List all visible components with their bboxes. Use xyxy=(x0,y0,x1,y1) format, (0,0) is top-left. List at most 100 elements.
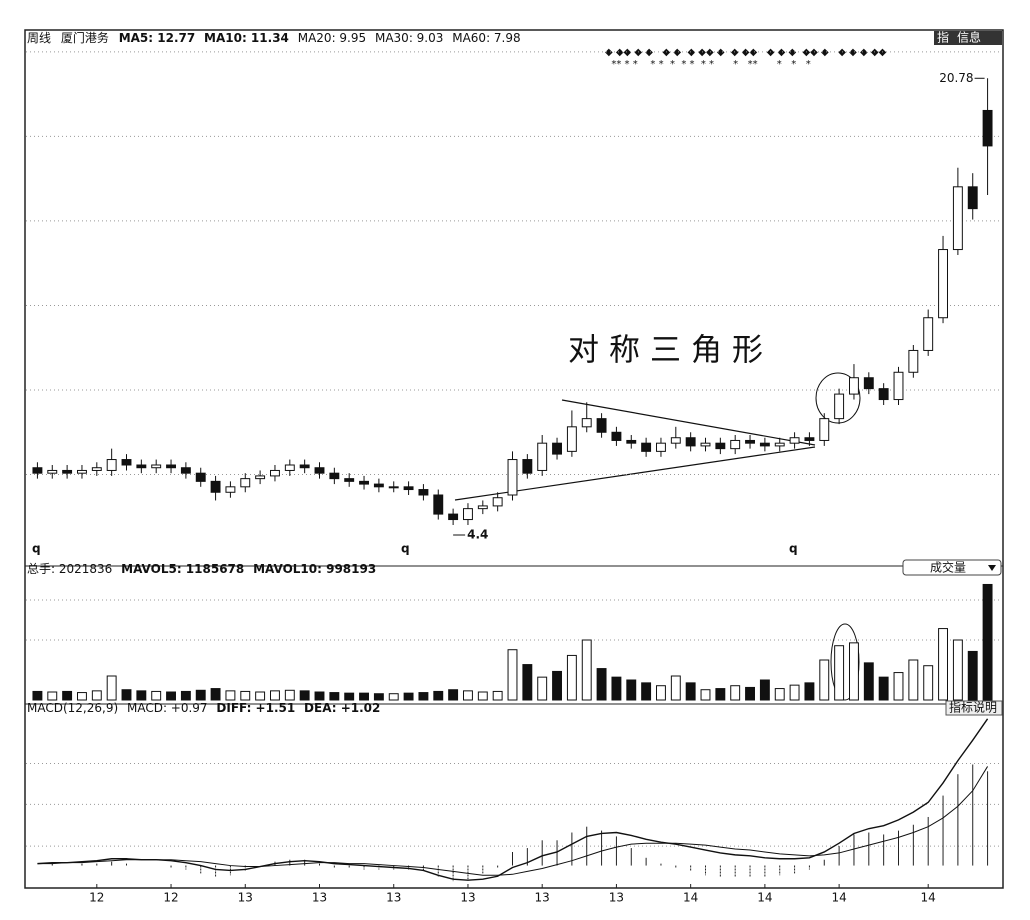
x-tick-label: 14 xyxy=(831,891,846,905)
volume-header: 总手: 2021836 MAVOL5: 1185678 MAVOL10: 998… xyxy=(27,562,376,576)
button[interactable]: 指 xyxy=(937,30,949,45)
candle-body xyxy=(344,478,355,482)
x-tick-label: 13 xyxy=(386,891,401,905)
candle-body xyxy=(581,418,592,428)
volume-bar xyxy=(166,691,176,701)
candle-body xyxy=(359,480,369,485)
high-label: 20.78 xyxy=(939,71,973,85)
volume-bar xyxy=(552,670,562,701)
macd-value: MACD: +0.97 xyxy=(127,701,208,715)
volume-bar xyxy=(952,639,963,701)
header: 周线 厦门港务 MA5: 12.77 MA10: 11.34 MA20: 9.9… xyxy=(27,30,521,45)
candle-body xyxy=(284,464,295,471)
ma: MA5: 12.77 xyxy=(119,31,196,45)
candle-body xyxy=(789,437,800,444)
volume-bar xyxy=(670,675,681,701)
candle-body xyxy=(641,442,652,452)
button[interactable] xyxy=(945,700,1003,716)
x-tick-label: 14 xyxy=(921,891,936,905)
candle-body xyxy=(225,486,236,493)
x-tick-label: 12 xyxy=(163,891,178,905)
macd-diff-line xyxy=(37,718,989,881)
volume-bar xyxy=(893,672,904,701)
volume-bar xyxy=(314,691,325,701)
x-tick-label: 13 xyxy=(460,891,475,905)
candle-body xyxy=(967,186,978,210)
button-bar[interactable] xyxy=(934,31,1002,45)
candle-body xyxy=(32,467,43,474)
candle-body xyxy=(403,486,414,491)
ma: MA20: 9.95 xyxy=(298,31,366,45)
volume-bar xyxy=(789,684,800,701)
x-tick-label: 13 xyxy=(312,891,327,905)
volume-bar xyxy=(151,690,162,701)
candle-body xyxy=(923,317,934,351)
period: 周线 xyxy=(27,31,51,45)
volume-bar xyxy=(448,689,459,701)
candle-body xyxy=(210,480,221,493)
ma: MA30: 9.03 xyxy=(375,31,443,45)
candle-body xyxy=(819,418,830,441)
volume-bar xyxy=(477,691,488,701)
candle-body xyxy=(745,439,755,444)
dropdown[interactable] xyxy=(902,559,1002,576)
volume-bar xyxy=(388,693,399,701)
volume-bar xyxy=(403,692,414,701)
dropdown-label[interactable]: 成交量 xyxy=(930,560,966,575)
volume-bar xyxy=(730,685,741,701)
stock: 厦门港务 xyxy=(61,30,109,45)
candle-body xyxy=(626,439,637,444)
volume-bar xyxy=(240,690,251,701)
volume-bar xyxy=(225,690,236,701)
candle-body xyxy=(759,442,770,447)
candle-body xyxy=(834,393,845,420)
candle-body xyxy=(373,483,384,488)
volume-bar xyxy=(47,691,58,701)
candle-body xyxy=(804,437,815,441)
button-label[interactable]: 指标说明 xyxy=(949,700,997,715)
volume-bar xyxy=(195,689,206,701)
signal-row: ** * * * * * * * * * * ** * * * xyxy=(605,59,811,70)
candle-body xyxy=(878,388,889,401)
candle-body xyxy=(299,464,310,469)
volume-bar xyxy=(359,692,369,701)
button[interactable]: 信息 xyxy=(957,30,981,45)
volume-bar xyxy=(136,690,147,701)
candle-body xyxy=(240,478,251,488)
volume-bar xyxy=(255,691,266,701)
volume-bar xyxy=(923,665,934,701)
volume-bar xyxy=(849,642,859,701)
candle-body xyxy=(863,377,874,390)
candle-body xyxy=(91,467,102,471)
candle-body xyxy=(522,459,533,474)
volume-bar xyxy=(819,659,830,701)
candle-body xyxy=(596,418,607,433)
candle-body xyxy=(255,475,266,480)
volume-bar xyxy=(656,685,666,701)
volume-bar xyxy=(745,686,755,701)
macd-dea-line xyxy=(37,766,989,876)
ma: MA10: 11.34 xyxy=(204,31,289,45)
candle-body xyxy=(774,442,785,447)
volume-bar xyxy=(299,690,310,701)
macd-name: MACD(12,26,9) xyxy=(27,701,118,715)
volume-bar xyxy=(418,692,429,701)
candle-body xyxy=(77,469,87,474)
volume-bar xyxy=(106,675,117,701)
candle-body xyxy=(477,505,488,510)
diff-value: DIFF: +1.51 xyxy=(216,701,295,715)
volume-bar xyxy=(62,690,73,701)
volume-bar xyxy=(91,690,102,701)
candle-body xyxy=(730,439,741,450)
candle-body xyxy=(463,508,473,521)
candle-body xyxy=(195,472,206,482)
candle-body xyxy=(166,464,176,469)
candle-body xyxy=(388,486,399,489)
candle-body xyxy=(552,442,562,455)
candle-body xyxy=(670,437,681,444)
dea-value: DEA: +1.02 xyxy=(304,701,380,715)
candle-body xyxy=(47,469,58,474)
candle-body xyxy=(893,371,904,401)
candle-body xyxy=(982,109,993,147)
dropdown-arrow[interactable] xyxy=(988,565,996,571)
